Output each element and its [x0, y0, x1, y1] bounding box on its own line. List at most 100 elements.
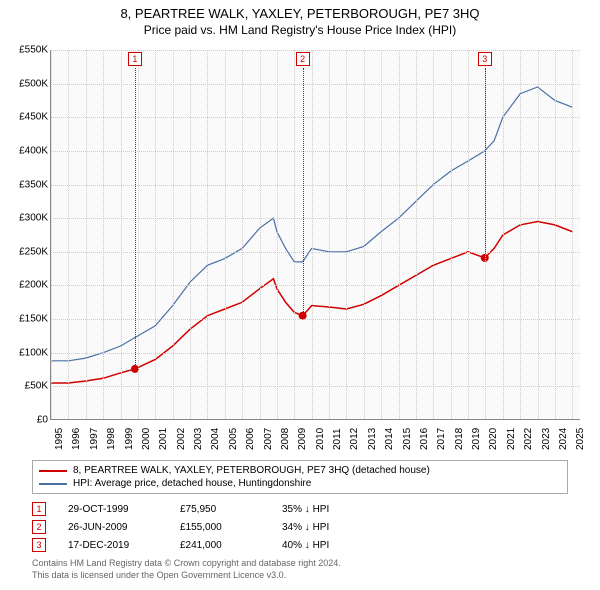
grid-line-v [103, 50, 104, 419]
grid-line-h [51, 151, 580, 152]
sales-row-number: 1 [32, 502, 46, 516]
y-axis-label: £350K [2, 179, 48, 190]
sales-table: 1 29-OCT-1999 £75,950 35% ↓ HPI 2 26-JUN-2009… [32, 500, 372, 554]
legend-label: 8, PEARTREE WALK, YAXLEY, PETERBOROUGH, … [73, 465, 430, 476]
plot-area: 1 2 3 [50, 50, 580, 420]
y-axis-label: £500K [2, 78, 48, 89]
grid-line-v [503, 50, 504, 419]
chart-title: 8, PEARTREE WALK, YAXLEY, PETERBOROUGH, … [0, 0, 600, 21]
grid-line-h [51, 117, 580, 118]
grid-line-v [242, 50, 243, 419]
x-axis-label: 2005 [228, 428, 239, 450]
sales-row-date: 26-JUN-2009 [68, 522, 158, 533]
x-axis-label: 2021 [506, 428, 517, 450]
x-axis-label: 2016 [419, 428, 430, 450]
sales-row: 1 29-OCT-1999 £75,950 35% ↓ HPI [32, 500, 372, 518]
grid-line-v [138, 50, 139, 419]
x-axis-label: 2023 [541, 428, 552, 450]
x-axis-label: 2000 [141, 428, 152, 450]
sales-row: 226-JUN-2009£155,00034% ↓ HPI [32, 518, 372, 536]
grid-line-v [51, 50, 52, 419]
legend-row: 8, PEARTREE WALK, YAXLEY, PETERBOROUGH, … [39, 464, 561, 477]
grid-line-v [416, 50, 417, 419]
grid-line-v [121, 50, 122, 419]
sales-row-pct: 40% ↓ HPI [282, 540, 372, 551]
x-axis-label: 2022 [523, 428, 534, 450]
y-axis-label: £550K [2, 45, 48, 56]
grid-line-h [51, 185, 580, 186]
grid-line-h [51, 252, 580, 253]
y-axis-label: £100K [2, 347, 48, 358]
x-axis-label: 2009 [297, 428, 308, 450]
grid-line-v [433, 50, 434, 419]
sales-row-price: £75,950 [180, 504, 260, 515]
grid-line-v [68, 50, 69, 419]
grid-line-v [451, 50, 452, 419]
x-axis-label: 2013 [367, 428, 378, 450]
x-axis-label: 2025 [575, 428, 586, 450]
x-axis-label: 2011 [332, 428, 343, 450]
sale-marker-box: 1 [128, 52, 142, 66]
grid-line-h [51, 218, 580, 219]
grid-line-v [260, 50, 261, 419]
attribution-line1: Contains HM Land Registry data © Crown c… [32, 558, 341, 570]
x-axis-label: 1999 [124, 428, 135, 450]
sale-marker-line [135, 68, 136, 369]
x-axis-label: 2017 [436, 428, 447, 450]
x-axis-label: 1995 [54, 428, 65, 450]
grid-line-v [538, 50, 539, 419]
x-axis-label: 1997 [89, 428, 100, 450]
x-axis-label: 1996 [71, 428, 82, 450]
sales-row-price: £155,000 [180, 522, 260, 533]
grid-line-v [86, 50, 87, 419]
x-axis-label: 2020 [488, 428, 499, 450]
x-axis-label: 2024 [558, 428, 569, 450]
sale-marker-line [303, 68, 304, 316]
grid-line-v [277, 50, 278, 419]
y-axis-label: £200K [2, 280, 48, 291]
x-axis-label: 2006 [245, 428, 256, 450]
sales-row-number: 2 [32, 520, 46, 534]
grid-line-v [364, 50, 365, 419]
grid-line-v [155, 50, 156, 419]
x-axis-label: 2019 [471, 428, 482, 450]
sale-marker-box: 3 [478, 52, 492, 66]
grid-line-h [51, 353, 580, 354]
x-axis-label: 2015 [402, 428, 413, 450]
y-axis-label: £150K [2, 314, 48, 325]
grid-line-v [346, 50, 347, 419]
y-axis-label: £300K [2, 213, 48, 224]
grid-line-v [294, 50, 295, 419]
legend-row: HPI: Average price, detached house, Hunt… [39, 477, 561, 490]
sales-row-date: 17-DEC-2019 [68, 540, 158, 551]
attribution-line2: This data is licensed under the Open Gov… [32, 570, 341, 582]
grid-line-v [190, 50, 191, 419]
sales-row: 317-DEC-2019£241,00040% ↓ HPI [32, 536, 372, 554]
sales-row-date: 29-OCT-1999 [68, 504, 158, 515]
legend-swatch [39, 470, 67, 472]
x-axis-label: 2004 [210, 428, 221, 450]
sales-row-pct: 35% ↓ HPI [282, 504, 372, 515]
y-axis-label: £400K [2, 145, 48, 156]
x-axis-label: 2002 [176, 428, 187, 450]
grid-line-v [555, 50, 556, 419]
x-axis-label: 2018 [454, 428, 465, 450]
chart-container: 8, PEARTREE WALK, YAXLEY, PETERBOROUGH, … [0, 0, 600, 590]
grid-line-v [399, 50, 400, 419]
grid-line-v [173, 50, 174, 419]
y-axis-label: £50K [2, 381, 48, 392]
grid-line-v [381, 50, 382, 419]
grid-line-h [51, 319, 580, 320]
grid-line-v [225, 50, 226, 419]
sale-marker-box: 2 [296, 52, 310, 66]
x-axis-label: 2008 [280, 428, 291, 450]
y-axis-label: £250K [2, 246, 48, 257]
x-axis-label: 2014 [384, 428, 395, 450]
grid-line-v [312, 50, 313, 419]
grid-line-h [51, 386, 580, 387]
grid-line-h [51, 50, 580, 51]
grid-line-v [468, 50, 469, 419]
grid-line-h [51, 285, 580, 286]
y-axis-label: £450K [2, 112, 48, 123]
grid-line-v [520, 50, 521, 419]
